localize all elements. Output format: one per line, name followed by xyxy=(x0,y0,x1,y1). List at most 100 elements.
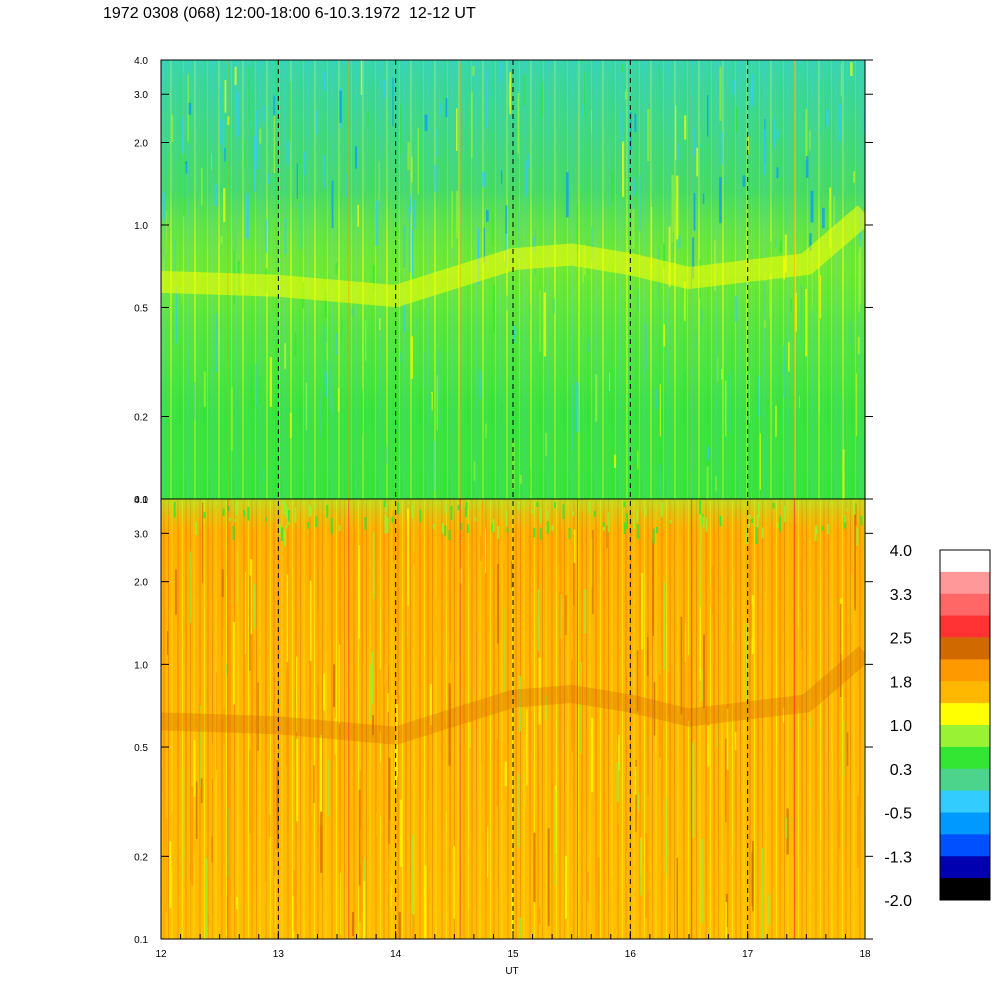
top-texture-streak xyxy=(375,200,379,246)
top-texture-streak xyxy=(758,375,759,418)
bottom-texture-streak xyxy=(394,651,396,740)
bottom-texture-streak xyxy=(680,616,683,715)
bottom-texture-streak xyxy=(265,517,268,521)
bottom-texture-streak xyxy=(285,505,288,519)
top-texture-streak xyxy=(324,289,327,318)
bottom-texture-streak xyxy=(202,502,203,584)
top-texture-streak xyxy=(294,332,297,356)
bottom-texture-streak xyxy=(362,881,365,939)
top-texture-streak xyxy=(800,285,803,344)
bottom-texture-streak xyxy=(383,500,386,508)
bottom-texture-streak xyxy=(646,637,649,677)
top-texture-streak xyxy=(671,174,674,243)
bottom-texture-streak xyxy=(637,630,639,643)
bottom-texture-streak xyxy=(857,796,859,868)
top-texture-streak xyxy=(863,107,865,135)
top-texture-streak xyxy=(790,298,793,312)
top-texture-streak xyxy=(742,175,746,187)
bottom-texture-streak xyxy=(636,650,639,712)
y-tick-label: 3.0 xyxy=(134,529,148,540)
bottom-texture-streak xyxy=(602,522,605,527)
bottom-texture-streak xyxy=(716,726,718,747)
top-texture-streak xyxy=(409,194,412,213)
top-texture-streak xyxy=(776,130,779,139)
bottom-texture-streak xyxy=(655,527,658,534)
bottom-texture-streak xyxy=(487,827,489,878)
bottom-texture-streak xyxy=(313,765,315,804)
bottom-texture-streak xyxy=(326,505,329,518)
bottom-texture-streak xyxy=(361,912,363,939)
bottom-texture-streak xyxy=(730,642,733,703)
top-texture-streak xyxy=(841,395,843,460)
bottom-texture-streak xyxy=(211,836,213,863)
top-texture-streak xyxy=(776,167,779,179)
top-texture-streak xyxy=(175,285,177,344)
top-texture-streak xyxy=(828,198,831,249)
top-texture-streak xyxy=(628,105,630,172)
top-texture-streak xyxy=(300,203,303,249)
bottom-texture-streak xyxy=(340,872,341,935)
top-texture-streak xyxy=(508,81,510,107)
bottom-texture-streak xyxy=(573,529,576,563)
colorbar-swatch xyxy=(940,681,990,704)
top-texture-streak xyxy=(286,140,289,165)
bottom-texture-streak xyxy=(249,749,251,834)
top-texture-streak xyxy=(486,210,489,222)
top-texture-streak xyxy=(759,433,761,490)
top-texture-streak xyxy=(456,190,459,239)
bottom-texture-streak xyxy=(464,507,467,518)
bottom-texture-streak xyxy=(853,503,856,515)
top-texture-streak xyxy=(532,237,535,253)
bottom-texture-streak xyxy=(481,501,484,557)
top-texture-streak xyxy=(826,109,829,127)
bottom-texture-streak xyxy=(519,918,522,939)
bottom-texture-streak xyxy=(593,510,596,517)
bottom-texture-streak xyxy=(838,799,841,849)
colorbar-swatch xyxy=(940,856,990,879)
bottom-texture-streak xyxy=(351,912,355,937)
top-yellow-band xyxy=(161,205,865,308)
top-texture-streak xyxy=(322,323,325,385)
bottom-texture-streak xyxy=(751,518,753,523)
bottom-texture-streak xyxy=(268,561,270,606)
bottom-texture-streak xyxy=(200,778,203,803)
bottom-texture-streak xyxy=(371,651,374,704)
top-texture-streak xyxy=(224,148,226,162)
bottom-texture-streak xyxy=(800,650,803,695)
bottom-texture-streak xyxy=(668,672,671,718)
top-texture-streak xyxy=(360,60,363,95)
bottom-texture-streak xyxy=(388,757,391,844)
bottom-texture-streak xyxy=(624,522,626,534)
top-texture-streak xyxy=(365,320,367,361)
top-texture-streak xyxy=(833,196,835,231)
bottom-texture-streak xyxy=(603,526,605,531)
bottom-texture-streak xyxy=(504,601,507,640)
bottom-texture-streak xyxy=(207,914,210,925)
bottom-texture-streak xyxy=(243,513,246,517)
top-texture-streak xyxy=(234,230,236,252)
top-texture-streak xyxy=(244,139,246,167)
top-texture-streak xyxy=(816,74,818,133)
top-texture-streak xyxy=(702,193,705,204)
bottom-texture-streak xyxy=(323,673,326,711)
bottom-texture-streak xyxy=(170,812,173,866)
bottom-texture-streak xyxy=(814,527,817,541)
top-texture-streak xyxy=(357,204,359,227)
bottom-texture-streak xyxy=(761,847,764,939)
bottom-texture-streak xyxy=(480,536,482,562)
top-texture-streak xyxy=(587,337,590,352)
bottom-texture-streak xyxy=(330,518,333,535)
top-texture-streak xyxy=(456,108,458,151)
bottom-texture-streak xyxy=(193,740,196,797)
bottom-texture-streak xyxy=(725,825,727,854)
top-texture-streak xyxy=(445,98,448,118)
top-texture-streak xyxy=(377,87,380,100)
top-texture-streak xyxy=(305,382,308,431)
top-texture-streak xyxy=(289,81,291,143)
bottom-texture-streak xyxy=(294,507,297,524)
colorbar-frame xyxy=(939,549,991,901)
bottom-texture-streak xyxy=(235,500,238,516)
bottom-texture-streak xyxy=(492,518,495,533)
bottom-texture-streak xyxy=(748,514,751,520)
bottom-texture-streak xyxy=(632,518,635,530)
